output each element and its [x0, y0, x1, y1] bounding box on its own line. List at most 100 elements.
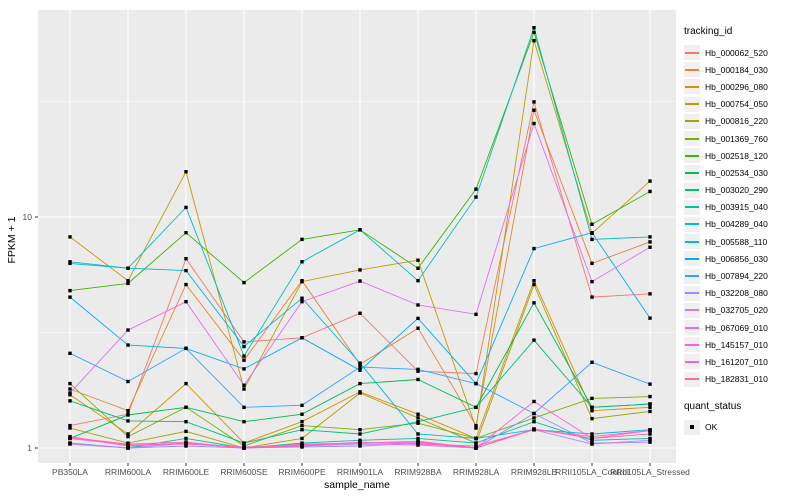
legend-line-swatch — [685, 343, 699, 346]
data-point — [416, 258, 420, 262]
legend-label: Hb_000296_080 — [705, 81, 768, 92]
data-point — [242, 367, 246, 371]
legend-label: Hb_006856_030 — [705, 253, 768, 264]
data-point — [416, 367, 420, 372]
data-point — [68, 288, 72, 293]
legend-item-Hb_145157_010: Hb_145157_010 — [684, 336, 768, 353]
legend-key-box — [684, 371, 700, 387]
data-point — [648, 428, 652, 433]
data-point — [242, 340, 246, 344]
data-point — [358, 428, 362, 432]
legend-line-swatch — [685, 240, 699, 243]
legend-line-swatch — [685, 309, 699, 312]
data-point — [358, 311, 362, 315]
data-point — [300, 442, 304, 446]
legend-item-Hb_003020_290: Hb_003020_290 — [684, 182, 768, 199]
legend-line-swatch — [685, 275, 699, 278]
data-point — [474, 381, 478, 386]
data-point — [532, 100, 536, 104]
data-point — [590, 231, 594, 235]
legend-key-box — [684, 268, 700, 284]
legend-line-swatch — [685, 378, 699, 381]
legend-key-box — [684, 62, 700, 78]
data-point — [184, 419, 188, 424]
data-point — [590, 295, 594, 299]
data-point — [416, 369, 420, 373]
legend-item-Hb_002534_030: Hb_002534_030 — [684, 164, 768, 181]
data-point — [68, 391, 72, 395]
legend-item-Hb_032705_020: Hb_032705_020 — [684, 302, 768, 319]
data-point — [474, 441, 478, 445]
data-point — [184, 170, 188, 174]
x-tick-label: RRIM600PE — [278, 467, 326, 477]
legend-item-Hb_003915_040: Hb_003915_040 — [684, 199, 768, 216]
legend-label: Hb_067069_010 — [705, 322, 768, 333]
legend: tracking_id Hb_000062_520 Hb_000184_030 Hb… — [684, 26, 768, 436]
data-point — [474, 436, 478, 441]
data-point — [648, 438, 652, 442]
legend-item-Hb_002518_120: Hb_002518_120 — [684, 147, 768, 164]
data-point — [590, 261, 594, 266]
data-point — [648, 179, 652, 183]
data-point — [590, 409, 594, 413]
data-point — [358, 365, 362, 369]
data-point — [184, 429, 188, 434]
legend-line-swatch — [685, 154, 699, 157]
data-point — [532, 399, 536, 404]
legend-line-swatch — [685, 137, 699, 140]
data-point — [648, 432, 652, 436]
data-point — [416, 419, 420, 424]
legend-key-box — [684, 113, 700, 129]
legend-key-box — [684, 302, 700, 318]
data-point — [590, 405, 594, 410]
legend-key-box — [684, 165, 700, 181]
legend-item-Hb_000754_050: Hb_000754_050 — [684, 96, 768, 113]
legend-line-swatch — [685, 360, 699, 363]
data-point — [242, 358, 246, 362]
data-point — [242, 441, 246, 445]
data-point — [358, 368, 362, 372]
y-tick-label: 10 — [23, 212, 33, 222]
legend-label: Hb_032705_020 — [705, 305, 768, 316]
data-point — [416, 432, 420, 436]
x-tick-label: RRIM600LA — [105, 467, 152, 477]
data-point — [126, 419, 130, 423]
data-point — [300, 423, 304, 428]
data-point — [126, 328, 130, 332]
legend-key-box — [684, 148, 700, 164]
data-point — [532, 282, 536, 287]
x-tick-label: PB350LA — [52, 467, 88, 477]
legend-key-box — [684, 131, 700, 147]
data-point — [532, 411, 536, 416]
x-tick-label: RRIM600LE — [163, 467, 210, 477]
legend-label: Hb_000754_050 — [705, 99, 768, 110]
legend-key-box — [684, 216, 700, 232]
data-point — [416, 416, 420, 420]
data-point — [126, 413, 130, 417]
data-point — [648, 436, 652, 441]
data-point — [68, 393, 72, 397]
data-point — [474, 312, 478, 317]
legend-key-box — [684, 45, 700, 61]
data-point — [242, 446, 246, 450]
data-point — [300, 436, 304, 441]
data-point — [300, 403, 304, 408]
data-point — [590, 436, 594, 441]
legend-label: Hb_182831_010 — [705, 374, 768, 385]
x-tick-label: RRIM928LB — [511, 467, 558, 477]
data-point — [648, 382, 652, 386]
legend-item-Hb_005588_110: Hb_005588_110 — [684, 233, 768, 250]
data-point — [474, 446, 478, 450]
data-point — [416, 442, 420, 446]
legend-key-box — [684, 354, 700, 370]
legend-label: Hb_032208_080 — [705, 288, 768, 299]
data-point — [590, 416, 594, 421]
legend-line-swatch — [685, 257, 699, 260]
legend-line-swatch — [685, 120, 699, 123]
legend-label: Hb_003915_040 — [705, 202, 768, 213]
data-point — [184, 268, 188, 273]
black-square-point-icon — [690, 425, 694, 430]
data-point — [68, 435, 72, 440]
data-point — [648, 394, 652, 399]
data-point — [648, 189, 652, 194]
